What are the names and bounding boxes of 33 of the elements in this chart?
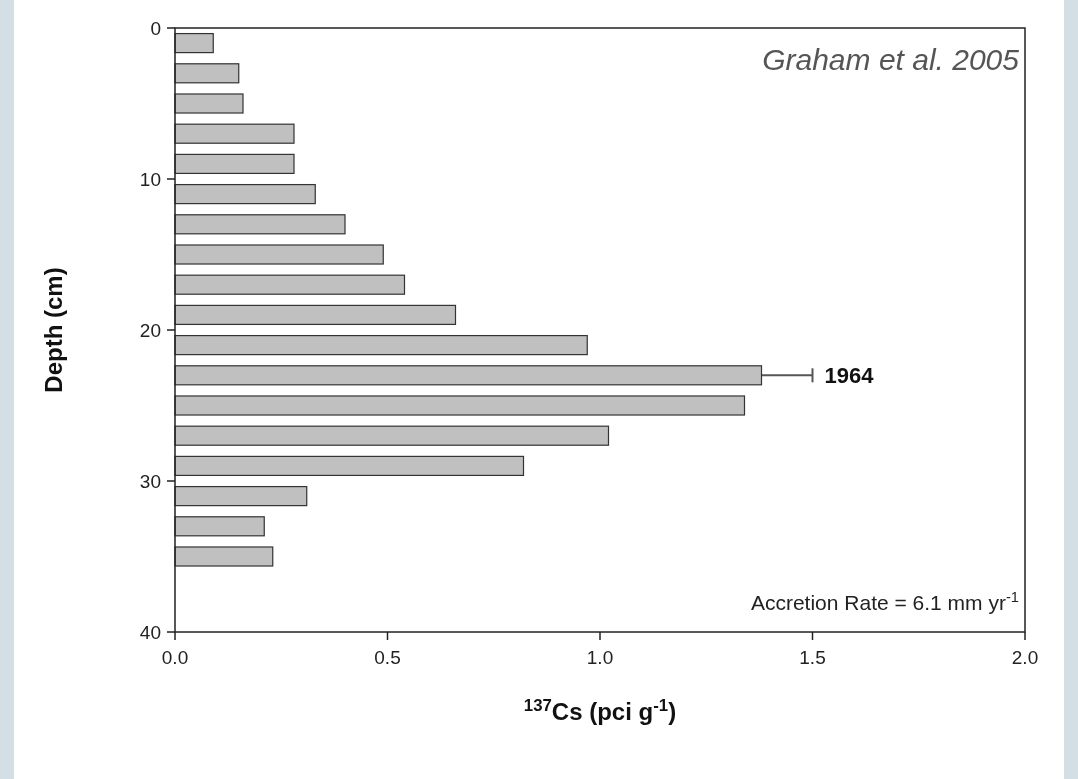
x-tick-label: 0.0 — [161, 647, 189, 668]
y-tick-label: 40 — [139, 622, 161, 643]
bar — [174, 153, 295, 175]
bar — [174, 395, 746, 416]
x-tick-label: 1.5 — [799, 647, 826, 668]
bar — [174, 455, 525, 477]
bar — [174, 183, 316, 205]
bar — [174, 546, 274, 567]
annotation: 1964 — [824, 363, 875, 389]
annotation: Accretion Rate = 6.1 mm yr$^{-1}$ — [750, 589, 1019, 614]
bar — [174, 214, 346, 235]
y-tick-label: 10 — [139, 169, 161, 190]
bar — [174, 32, 214, 54]
y-tick-label: 0 — [150, 18, 161, 39]
x-tick-label: 0.5 — [374, 647, 401, 668]
bar — [174, 485, 308, 507]
bar — [174, 304, 457, 326]
y-axis-title: Depth (cm) — [40, 267, 67, 393]
bar — [174, 334, 588, 356]
bar — [174, 63, 240, 84]
bar — [174, 365, 763, 386]
annotation: Graham et al. 2005 — [762, 43, 1020, 76]
bar — [174, 244, 384, 265]
bar — [174, 123, 295, 144]
x-tick-label: 2.0 — [1011, 647, 1039, 668]
bar — [174, 516, 265, 537]
x-axis-title: $^{137}$Cs (pci g$^{-1}$) — [523, 695, 677, 725]
y-tick-label: 20 — [139, 320, 161, 341]
bar — [174, 425, 610, 446]
bar — [174, 93, 244, 114]
bar — [174, 274, 406, 295]
x-tick-label: 1.0 — [586, 647, 614, 668]
y-tick-label: 30 — [139, 471, 161, 492]
